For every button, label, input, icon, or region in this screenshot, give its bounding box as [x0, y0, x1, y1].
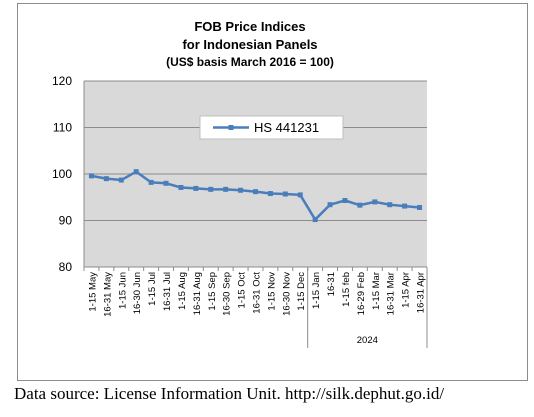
data-point — [178, 184, 184, 190]
x-tick-label: 1-15 Apr — [401, 272, 412, 308]
x-tick-label: 1-15 Jul — [147, 272, 158, 306]
data-point — [402, 203, 408, 209]
data-point — [103, 176, 109, 182]
x-tick-label: 1-15 Nov — [266, 272, 277, 311]
data-point — [253, 189, 258, 195]
legend-marker — [228, 125, 234, 130]
y-tick-label: 90 — [59, 214, 73, 228]
data-point — [282, 191, 288, 197]
x-tick-label: 16-30 Jun — [132, 272, 143, 314]
y-tick-label: 110 — [53, 121, 72, 135]
data-point — [417, 204, 423, 210]
data-point — [297, 192, 303, 198]
x-tick-label: 16-31 Jul — [162, 272, 173, 311]
data-point — [88, 173, 94, 179]
group-label: 2024 — [357, 335, 378, 346]
chart-title-line: for Indonesian Panels — [182, 37, 317, 52]
x-tick-label: 16-30 Nov — [281, 272, 292, 316]
data-point — [223, 186, 229, 192]
y-tick-label: 80 — [59, 260, 73, 274]
x-tick-label: 1-15 Dec — [296, 272, 307, 311]
data-point — [357, 202, 363, 208]
chart-title-line: FOB Price Indices — [194, 19, 305, 34]
data-point — [327, 202, 333, 208]
data-point — [193, 185, 199, 191]
x-tick-label: 1-15 Aug — [177, 272, 188, 310]
y-tick-label: 100 — [52, 167, 72, 181]
data-point — [148, 179, 154, 185]
data-point — [267, 191, 273, 197]
x-tick-label: 1-15 Jan — [311, 272, 322, 309]
x-tick-label: 16-31 — [326, 272, 337, 296]
x-tick-label: 16-29 Feb — [356, 272, 367, 315]
x-tick-label: 1-15 Oct — [237, 272, 248, 309]
data-point — [372, 199, 378, 205]
data-point — [133, 169, 139, 175]
data-point — [342, 198, 348, 204]
x-tick-label: 16-31 Aug — [192, 272, 203, 315]
data-point — [238, 187, 244, 193]
source-note: Data source: License Information Unit. h… — [14, 384, 445, 403]
x-tick-label: 1-15 May — [87, 272, 98, 312]
legend-label: HS 441231 — [254, 120, 319, 135]
chart-title-line: (US$ basis March 2016 = 100) — [166, 55, 334, 69]
data-point — [118, 177, 124, 183]
data-point — [312, 217, 318, 223]
x-tick-label: 16-31 May — [102, 272, 113, 317]
x-tick-label: 1-15 Mar — [371, 272, 382, 310]
legend-box — [199, 115, 344, 140]
x-tick-label: 1-15 Sep — [207, 272, 218, 311]
x-tick-label: 1-15 feb — [341, 272, 352, 307]
x-tick-label: 16-31 Apr — [416, 272, 427, 313]
data-point — [208, 186, 214, 192]
chart-frame: FOB Price Indices for Indonesian Panels (U… — [17, 3, 528, 381]
data-point — [387, 202, 393, 208]
chart-svg: FOB Price Indices for Indonesian Panels (U… — [52, 19, 428, 348]
x-tick-label: 16-31 Oct — [252, 272, 263, 314]
x-tick-label: 16-31 Mar — [386, 272, 397, 315]
x-tick-label: 16-30 Sep — [222, 272, 233, 316]
y-tick-label: 120 — [52, 74, 72, 88]
x-tick-label: 1-15 Jun — [117, 272, 128, 309]
data-point — [163, 180, 169, 186]
